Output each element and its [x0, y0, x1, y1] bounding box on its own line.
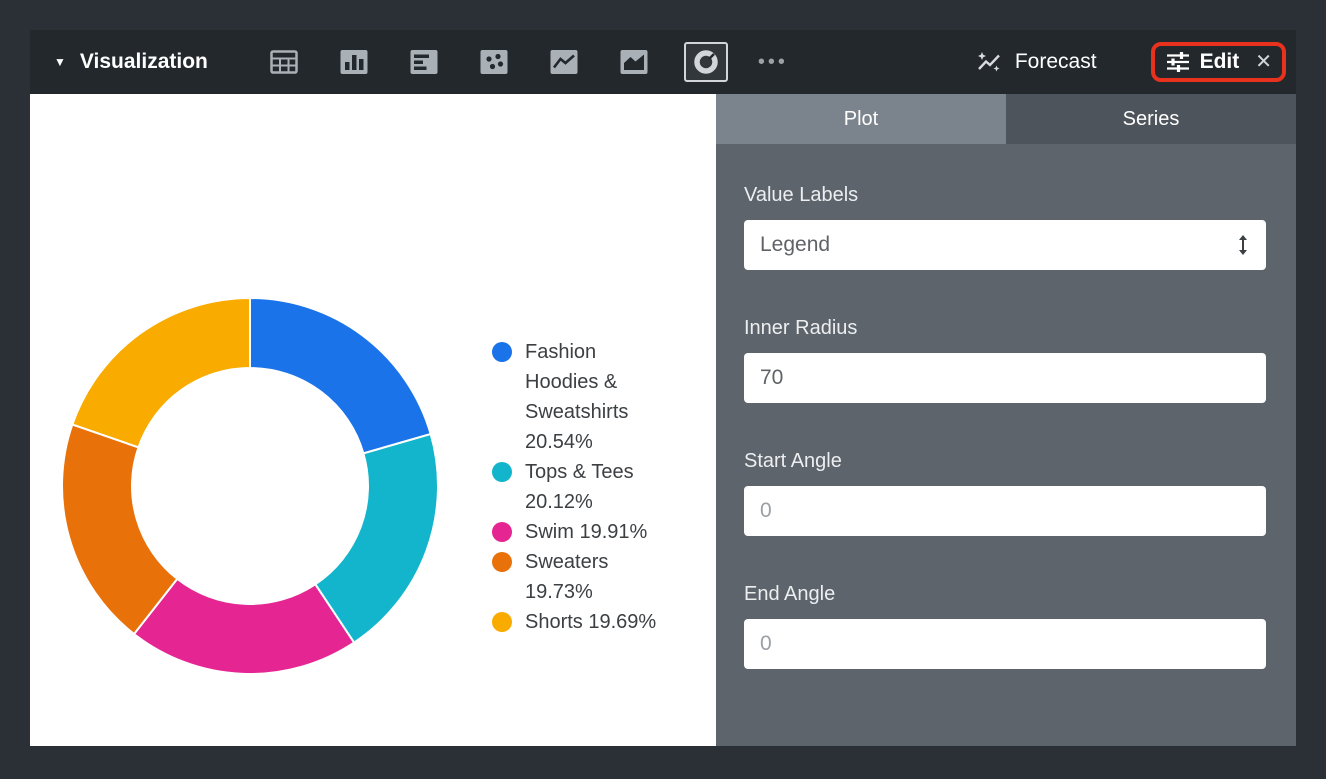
legend-label: Sweaters 19.73% — [525, 551, 609, 603]
updown-arrow-icon — [1239, 235, 1247, 255]
legend-swatch — [492, 522, 512, 542]
legend-swatch — [492, 612, 512, 632]
forecast-button[interactable]: Forecast — [975, 50, 1097, 74]
value-labels-selected-value: Legend — [760, 233, 831, 256]
legend-label: Tops & Tees 20.12% — [525, 461, 634, 513]
legend-label: Swim 19.91% — [525, 521, 648, 543]
value-labels-select[interactable]: Legend — [744, 220, 1266, 270]
table-chart-icon[interactable] — [270, 50, 298, 74]
value-labels-field: Value Labels Legend — [744, 184, 1266, 270]
chevron-down-icon[interactable]: ▼ — [54, 55, 66, 69]
legend-item[interactable]: Swim 19.91% — [492, 517, 661, 547]
legend-label: Shorts 19.69% — [525, 611, 657, 633]
chart-legend: Fashion Hoodies & Sweatshirts 20.54% Tops… — [492, 337, 661, 637]
edit-label: Edit — [1199, 50, 1240, 73]
close-icon[interactable]: ✕ — [1255, 51, 1272, 73]
legend-item[interactable]: Tops & Tees 20.12% — [492, 457, 661, 517]
pie-chart-icon-selected[interactable] — [683, 42, 728, 82]
edit-button[interactable]: Edit — [1166, 50, 1240, 74]
donut-slice[interactable] — [71, 296, 251, 449]
tab-plot[interactable]: Plot — [716, 94, 1006, 144]
legend-swatch — [492, 552, 512, 572]
chart-area: Fashion Hoodies & Sweatshirts 20.54% Tops… — [30, 94, 716, 746]
editor-content: Fashion Hoodies & Sweatshirts 20.54% Tops… — [30, 94, 1296, 746]
panel-tabs: Plot Series — [716, 94, 1296, 144]
settings-panel: Plot Series Value Labels Legend — [716, 94, 1296, 746]
more-options-button[interactable]: ••• — [757, 50, 788, 73]
chart-type-picker — [270, 50, 648, 74]
bar-chart-icon[interactable] — [410, 50, 438, 74]
end-angle-field: End Angle — [744, 583, 1266, 669]
line-chart-icon[interactable] — [550, 50, 578, 74]
legend-swatch — [492, 462, 512, 482]
tune-icon — [1166, 52, 1189, 72]
donut-slice[interactable] — [249, 296, 432, 455]
legend-swatch — [492, 342, 512, 362]
annotation-highlight: Edit ✕ — [1150, 42, 1286, 82]
start-angle-label: Start Angle — [744, 450, 842, 472]
inner-radius-input[interactable] — [744, 353, 1266, 403]
column-chart-icon[interactable] — [340, 50, 368, 74]
panel-title: Visualization — [79, 50, 208, 73]
donut-chart — [61, 296, 439, 675]
visualization-toolbar: ▼ Visualization — [30, 30, 1296, 94]
start-angle-field: Start Angle — [744, 450, 1266, 536]
forecast-label: Forecast — [1014, 50, 1097, 73]
start-angle-input[interactable] — [744, 486, 1266, 536]
value-labels-label: Value Labels — [744, 184, 859, 206]
tab-series[interactable]: Series — [1006, 94, 1296, 144]
legend-item[interactable]: Fashion Hoodies & Sweatshirts 20.54% — [492, 337, 661, 457]
end-angle-label: End Angle — [744, 583, 836, 605]
scatter-chart-icon[interactable] — [480, 50, 508, 74]
inner-radius-label: Inner Radius — [744, 317, 858, 339]
forecast-icon — [977, 52, 1000, 72]
legend-label: Fashion Hoodies & Sweatshirts 20.54% — [525, 341, 629, 453]
legend-item[interactable]: Sweaters 19.73% — [492, 547, 661, 607]
area-chart-icon[interactable] — [620, 50, 648, 74]
inner-radius-field: Inner Radius — [744, 317, 1266, 403]
visualization-editor: ▼ Visualization — [30, 30, 1296, 746]
legend-item[interactable]: Shorts 19.69% — [492, 607, 661, 637]
donut-slice[interactable] — [61, 423, 179, 636]
end-angle-input[interactable] — [744, 619, 1266, 669]
plot-settings: Value Labels Legend Inner Radius — [716, 144, 1296, 669]
